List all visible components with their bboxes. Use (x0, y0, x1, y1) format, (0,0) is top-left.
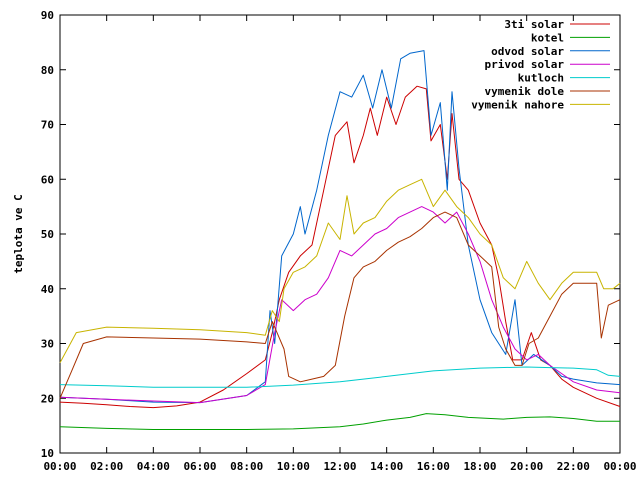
x-tick-label: 04:00 (137, 460, 170, 473)
x-tick-label: 14:00 (370, 460, 403, 473)
x-tick-label: 08:00 (230, 460, 263, 473)
legend-label: vymenik nahore (471, 98, 564, 111)
x-tick-label: 16:00 (417, 460, 450, 473)
series-line-kutloch (59, 366, 621, 388)
series-line-odvod-solar (59, 50, 621, 404)
legend-label: vymenik dole (485, 85, 565, 98)
x-tick-label: 00:00 (43, 460, 76, 473)
y-tick-label: 20 (41, 392, 54, 405)
legend-label: privod solar (485, 58, 565, 71)
x-tick-label: 20:00 (510, 460, 543, 473)
series-line-kotel (59, 413, 620, 430)
y-tick-label: 90 (41, 9, 54, 22)
y-tick-label: 60 (41, 173, 54, 186)
y-tick-label: 10 (41, 447, 54, 460)
y-tick-label: 80 (41, 64, 54, 77)
series-line-privod-solar (59, 206, 621, 404)
series-lines (59, 50, 621, 430)
y-tick-label: 40 (41, 283, 54, 296)
y-axis: 10 20 30 40 50 60 70 80 90 (41, 9, 620, 460)
series-line-vymenik-nahore (59, 178, 621, 363)
legend-label: odvod solar (491, 45, 564, 58)
x-tick-label: 10:00 (277, 460, 310, 473)
x-tick-label: 18:00 (463, 460, 496, 473)
x-tick-label: 22:00 (557, 460, 590, 473)
x-tick-label: 00:00 (603, 460, 636, 473)
x-tick-label: 12:00 (323, 460, 356, 473)
x-axis: 00:00 02:00 04:00 06:00 08:00 10:00 12:00 14:00… (43, 15, 637, 473)
legend-label: kotel (531, 31, 564, 44)
legend-label: kutloch (518, 72, 564, 85)
series-line-vymenik-dole (59, 211, 621, 399)
y-tick-label: 30 (41, 338, 54, 351)
x-tick-label: 06:00 (183, 460, 216, 473)
y-tick-label: 70 (41, 119, 54, 132)
y-tick-label: 50 (41, 228, 54, 241)
y-axis-label: teplota ve C (12, 194, 25, 273)
x-tick-label: 02:00 (90, 460, 123, 473)
series-line-3ti-solar (59, 85, 621, 409)
legend-label: 3ti solar (504, 18, 564, 31)
